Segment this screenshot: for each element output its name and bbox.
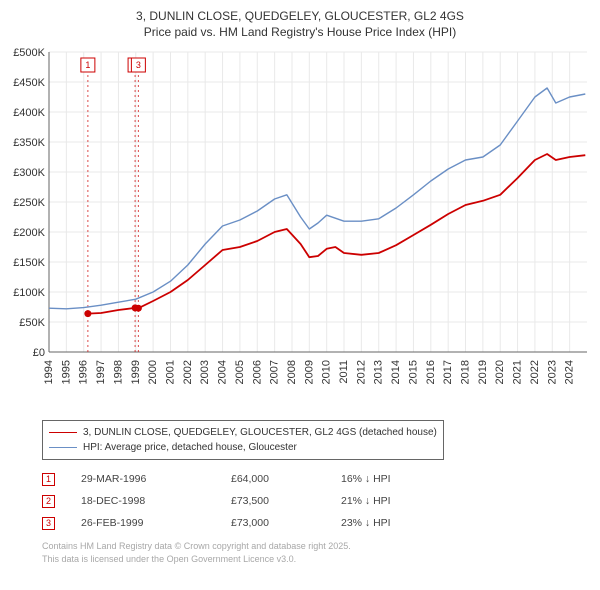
sale-marker: 1 bbox=[42, 473, 55, 486]
svg-text:1996: 1996 bbox=[78, 360, 90, 384]
sale-row: 3 26-FEB-1999£73,00023% ↓ HPI bbox=[42, 512, 590, 534]
svg-text:2022: 2022 bbox=[529, 360, 541, 384]
sale-diff: 21% ↓ HPI bbox=[341, 495, 451, 507]
legend-label: HPI: Average price, detached house, Glou… bbox=[83, 440, 297, 455]
svg-text:2012: 2012 bbox=[355, 360, 367, 384]
title-line-1: 3, DUNLIN CLOSE, QUEDGELEY, GLOUCESTER, … bbox=[136, 9, 464, 23]
svg-text:2018: 2018 bbox=[460, 360, 472, 384]
svg-text:2023: 2023 bbox=[546, 360, 558, 384]
svg-text:2005: 2005 bbox=[234, 360, 246, 384]
svg-text:2024: 2024 bbox=[564, 360, 576, 384]
sale-marker: 3 bbox=[42, 517, 55, 530]
sale-diff: 16% ↓ HPI bbox=[341, 473, 451, 485]
svg-text:£500K: £500K bbox=[13, 47, 45, 59]
svg-text:2021: 2021 bbox=[512, 360, 524, 384]
svg-text:2000: 2000 bbox=[147, 360, 159, 384]
sales-table: 1 29-MAR-1996£64,00016% ↓ HPI 2 18-DEC-1998… bbox=[42, 468, 590, 534]
svg-text:£400K: £400K bbox=[13, 107, 45, 119]
sale-price: £73,500 bbox=[231, 495, 341, 507]
svg-text:2013: 2013 bbox=[373, 360, 385, 384]
svg-text:£300K: £300K bbox=[13, 167, 45, 179]
legend-row: HPI: Average price, detached house, Glou… bbox=[49, 440, 437, 455]
sale-price: £64,000 bbox=[231, 473, 341, 485]
svg-text:2010: 2010 bbox=[321, 360, 333, 384]
chart-area: £0 £50K £100K £150K £200K £250K £300K £350K £400… bbox=[11, 44, 589, 414]
title-line-2: Price paid vs. HM Land Registry's House … bbox=[144, 25, 456, 39]
svg-text:£350K: £350K bbox=[13, 137, 45, 149]
svg-text:2011: 2011 bbox=[338, 360, 350, 384]
legend-row: 3, DUNLIN CLOSE, QUEDGELEY, GLOUCESTER, … bbox=[49, 425, 437, 440]
svg-text:£450K: £450K bbox=[13, 77, 45, 89]
svg-text:2007: 2007 bbox=[269, 360, 281, 384]
footer-line-1: Contains HM Land Registry data © Crown c… bbox=[42, 541, 351, 551]
svg-text:1999: 1999 bbox=[130, 360, 142, 384]
footer-line-2: This data is licensed under the Open Gov… bbox=[42, 554, 296, 564]
svg-text:2009: 2009 bbox=[303, 360, 315, 384]
footer-attribution: Contains HM Land Registry data © Crown c… bbox=[42, 540, 590, 564]
legend-swatch bbox=[49, 432, 77, 433]
svg-text:2001: 2001 bbox=[164, 360, 176, 384]
svg-text:2015: 2015 bbox=[407, 360, 419, 384]
svg-text:2004: 2004 bbox=[217, 360, 229, 384]
legend: 3, DUNLIN CLOSE, QUEDGELEY, GLOUCESTER, … bbox=[42, 420, 444, 460]
svg-text:£100K: £100K bbox=[13, 287, 45, 299]
svg-text:1995: 1995 bbox=[60, 360, 72, 384]
svg-text:1994: 1994 bbox=[43, 360, 55, 384]
svg-text:2002: 2002 bbox=[182, 360, 194, 384]
svg-text:1: 1 bbox=[85, 60, 90, 70]
svg-text:1997: 1997 bbox=[95, 360, 107, 384]
svg-text:£200K: £200K bbox=[13, 227, 45, 239]
svg-text:2019: 2019 bbox=[477, 360, 489, 384]
svg-text:£50K: £50K bbox=[19, 317, 45, 329]
svg-text:2017: 2017 bbox=[442, 360, 454, 384]
chart-svg: £0 £50K £100K £150K £200K £250K £300K £350K £400… bbox=[11, 44, 589, 414]
svg-text:2014: 2014 bbox=[390, 360, 402, 384]
legend-label: 3, DUNLIN CLOSE, QUEDGELEY, GLOUCESTER, … bbox=[83, 425, 437, 440]
svg-text:2016: 2016 bbox=[425, 360, 437, 384]
svg-text:2006: 2006 bbox=[251, 360, 263, 384]
svg-text:1998: 1998 bbox=[112, 360, 124, 384]
svg-text:2003: 2003 bbox=[199, 360, 211, 384]
sale-date: 29-MAR-1996 bbox=[81, 473, 231, 485]
svg-text:£250K: £250K bbox=[13, 197, 45, 209]
svg-text:£150K: £150K bbox=[13, 257, 45, 269]
sale-marker: 2 bbox=[42, 495, 55, 508]
svg-text:3: 3 bbox=[136, 60, 141, 70]
svg-text:£0: £0 bbox=[33, 347, 45, 359]
sale-diff: 23% ↓ HPI bbox=[341, 517, 451, 529]
legend-swatch bbox=[49, 447, 77, 448]
sale-row: 2 18-DEC-1998£73,50021% ↓ HPI bbox=[42, 490, 590, 512]
sale-row: 1 29-MAR-1996£64,00016% ↓ HPI bbox=[42, 468, 590, 490]
svg-text:2008: 2008 bbox=[286, 360, 298, 384]
sale-date: 26-FEB-1999 bbox=[81, 517, 231, 529]
svg-text:2020: 2020 bbox=[494, 360, 506, 384]
chart-title: 3, DUNLIN CLOSE, QUEDGELEY, GLOUCESTER, … bbox=[10, 8, 590, 40]
sale-price: £73,000 bbox=[231, 517, 341, 529]
sale-date: 18-DEC-1998 bbox=[81, 495, 231, 507]
